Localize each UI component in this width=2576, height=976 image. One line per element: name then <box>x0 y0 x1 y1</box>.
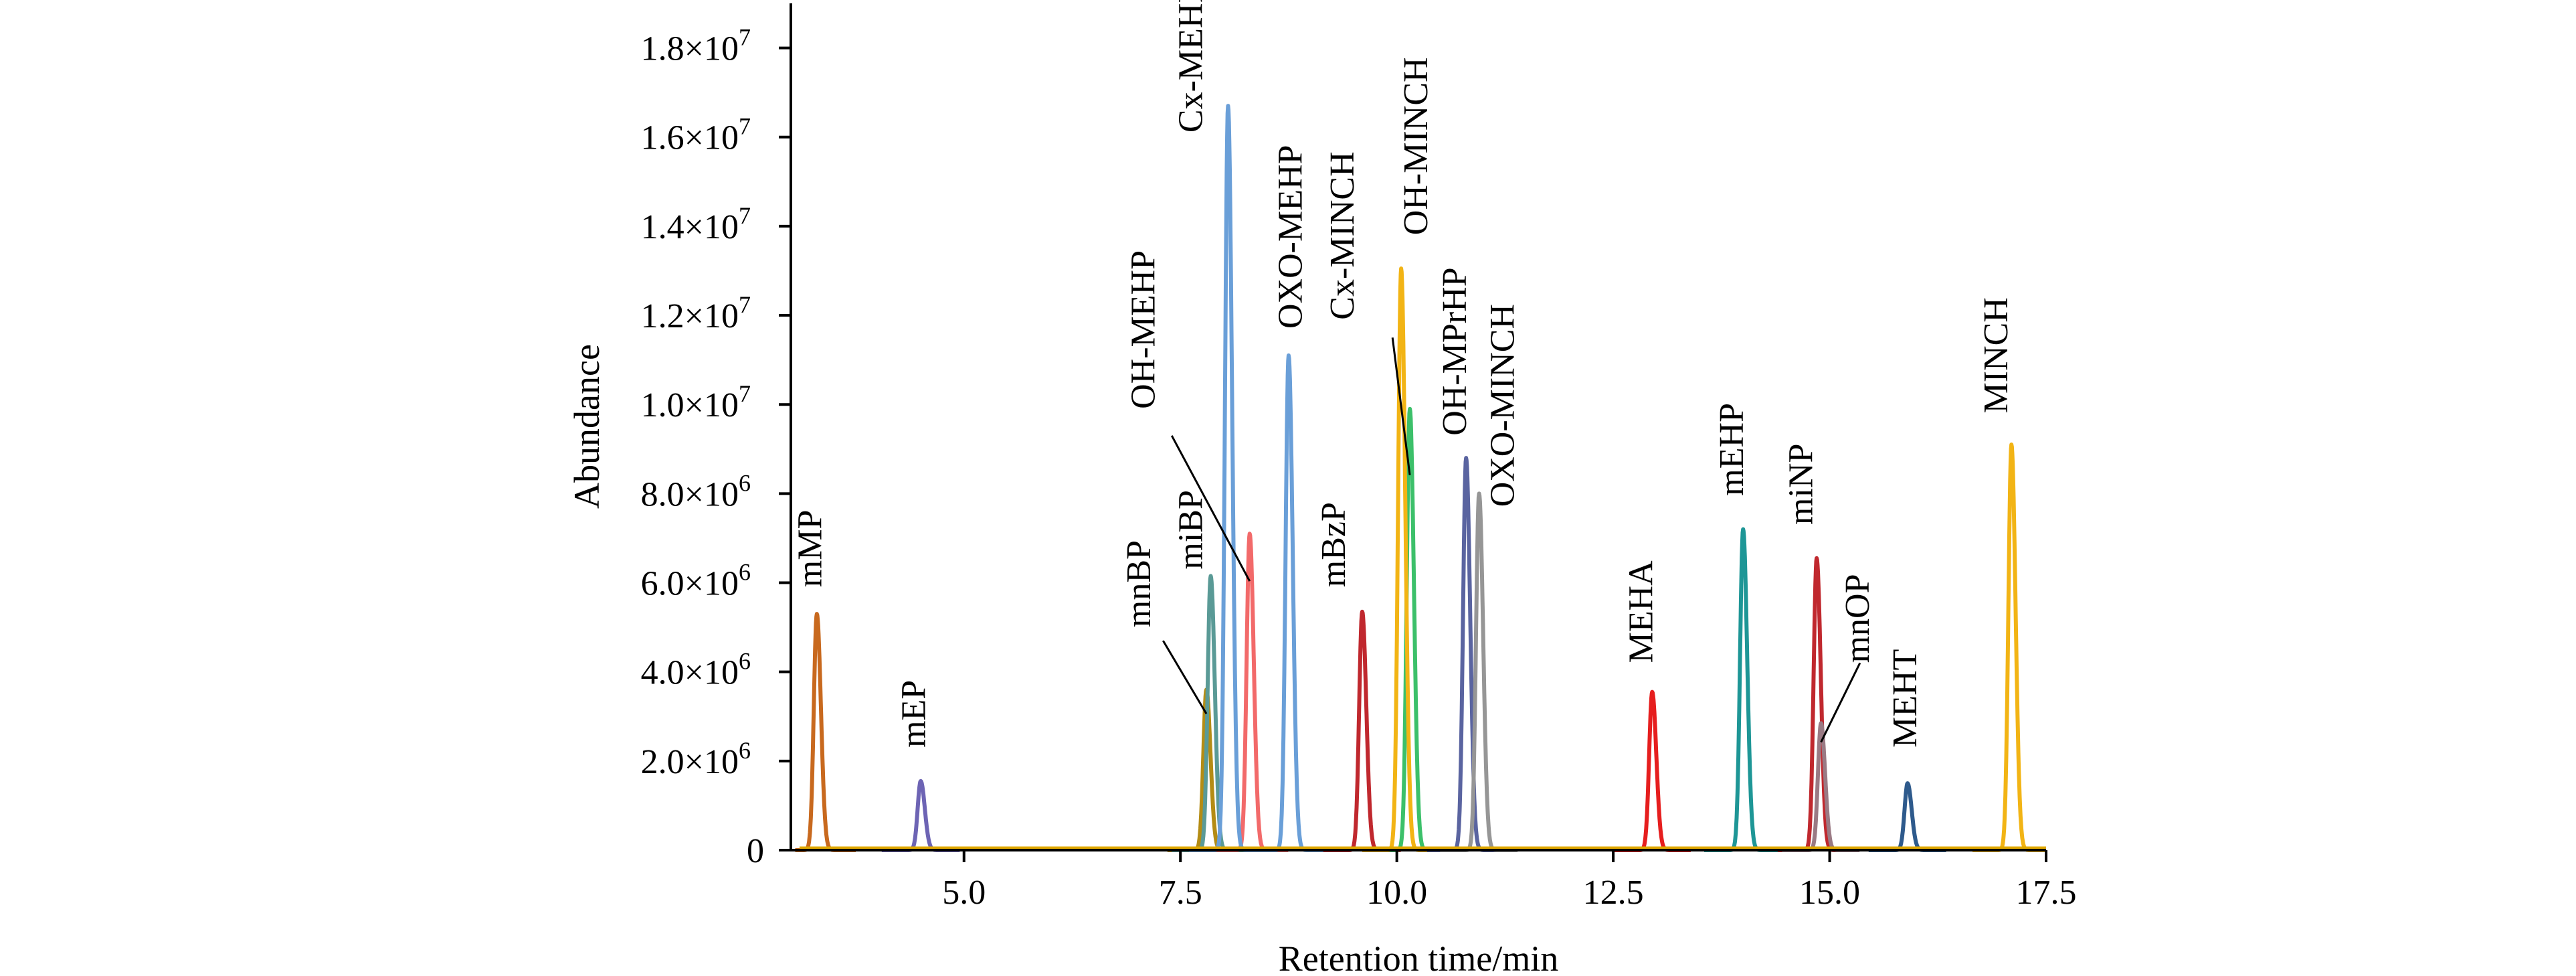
y-tick-label: 8.0×106 <box>641 469 751 513</box>
peak-label-meht: MEHT <box>1886 649 1924 748</box>
x-tick-label: 12.5 <box>1583 874 1644 912</box>
leader-line-mnbp <box>1162 640 1208 715</box>
x-tick-label: 15.0 <box>1799 874 1860 912</box>
y-tick-label: 0 <box>747 832 764 870</box>
peak-trace-minch <box>1970 442 2048 852</box>
peak-label-minch: MINCH <box>1977 297 2015 413</box>
peak-label-mehp: mEHP <box>1713 403 1751 496</box>
y-tick-label: 1.6×107 <box>641 113 751 157</box>
y-tick-label: 1.8×107 <box>641 24 751 68</box>
x-tick-label: 17.5 <box>2016 874 2077 912</box>
x-axis-title: Retention time/min <box>1279 939 1558 973</box>
x-tick-label: 5.0 <box>942 874 986 912</box>
peak-label-oxo-minch: OXO-MINCH <box>1483 304 1522 507</box>
peak-label-mnbp: mnBP <box>1120 540 1158 627</box>
y-tick-label: 4.0×106 <box>641 648 751 692</box>
ticks-layer: 5.0 7.5 10.0 12.5 15.0 17.5 0 2.0×106 4.0×106 6.0… <box>641 24 2077 912</box>
peak-trace-meha <box>1611 689 1693 852</box>
leader-line-cx-minch <box>1391 337 1411 475</box>
peak-trace-oxo-mehp <box>1248 353 1329 852</box>
peak-trace-oxo-minch <box>1439 491 1520 852</box>
peak-label-cx-mehp: Cx-MEHP <box>1172 0 1210 133</box>
y-tick-label: 2.0×106 <box>641 737 751 781</box>
peak-label-oh-mprhp: OH-MPrHP <box>1436 267 1474 435</box>
peak-trace-mep <box>880 779 961 852</box>
peak-trace-oh-minch <box>1360 266 1442 852</box>
x-tick-label: 7.5 <box>1159 874 1202 912</box>
y-tick-label: 1.0×107 <box>641 380 751 424</box>
peak-trace-oh-mprhp <box>1425 456 1507 852</box>
y-tick-label: 6.0×106 <box>641 559 751 603</box>
peak-label-oh-minch: OH-MINCH <box>1397 57 1435 235</box>
peak-trace-mnop <box>1780 721 1861 852</box>
peak-label-mmp: mMP <box>791 510 829 588</box>
peak-label-mibp: miBP <box>1172 490 1210 570</box>
leader-line-oh-mehp <box>1170 435 1251 582</box>
peak-trace-mehp <box>1702 527 1784 852</box>
peak-label-oxo-mehp: OXO-MEHP <box>1271 145 1309 329</box>
peak-label-oh-mehp: OH-MEHP <box>1124 250 1162 409</box>
y-tick-label: 1.2×107 <box>641 291 751 335</box>
labels-layer: mMP mEP mnBP miBP OH-MEHP Cx-MEHP OXO-MEHP mBzP… <box>791 0 2015 748</box>
peak-label-mbzp: mBzP <box>1315 502 1353 587</box>
y-axis-title: Abundance <box>567 344 607 509</box>
y-tick-label: 1.4×107 <box>641 202 751 246</box>
peak-label-cx-minch: Cx-MINCH <box>1323 151 1362 319</box>
peak-label-meha: MEHA <box>1622 560 1660 663</box>
peak-label-mep: mEP <box>895 680 933 748</box>
peak-trace-mbzp <box>1321 609 1402 852</box>
peak-label-minp: miNP <box>1782 444 1821 525</box>
peak-trace-meht <box>1867 781 1948 852</box>
leader-line-mnop <box>1820 662 1861 743</box>
peak-label-mnop: mnOP <box>1839 574 1877 663</box>
peak-trace-mmp <box>794 612 858 852</box>
x-tick-label: 10.0 <box>1366 874 1427 912</box>
